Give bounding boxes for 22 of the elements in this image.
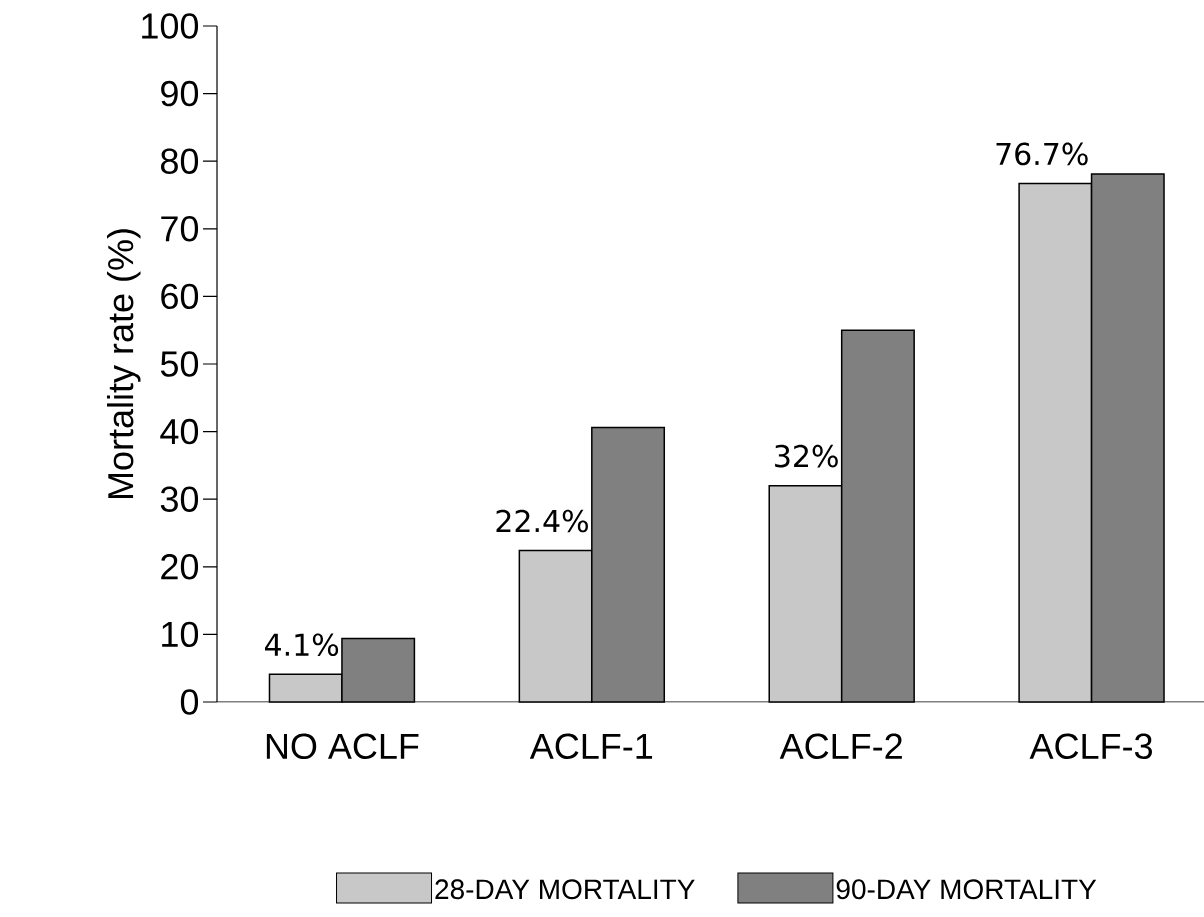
y-tick-label: 40 [160,418,199,445]
x-tick-label: ACLF-3 [1029,733,1152,759]
data-label: 22.4% [496,509,588,533]
data-label: 76.7% [996,142,1088,166]
y-tick-label: 70 [161,216,199,242]
data-label: 4.1% [264,633,339,657]
x-tick-label: ACLF-1 [529,733,653,759]
y-tick-label: 0 [180,689,199,715]
x-tick-label: NO ACLF [266,733,419,759]
y-axis-title: Mortality rate (%) [106,229,141,499]
y-tick-label: 20 [161,554,199,580]
y-tick-label: 50 [160,351,199,377]
data-label: 32% [775,444,838,468]
legend-label: 90-DAY MORTALITY [836,879,1097,900]
y-tick-label: 30 [160,486,199,512]
y-tick-label: 60 [161,283,199,310]
y-tick-label: 100 [142,13,199,39]
y-tick-label: 10 [162,621,199,648]
legend-label: 28-DAY MORTALITY [435,879,695,900]
y-tick-label: 80 [161,148,199,174]
x-tick-label: ACLF-2 [779,733,902,759]
y-tick-label: 90 [161,80,199,107]
